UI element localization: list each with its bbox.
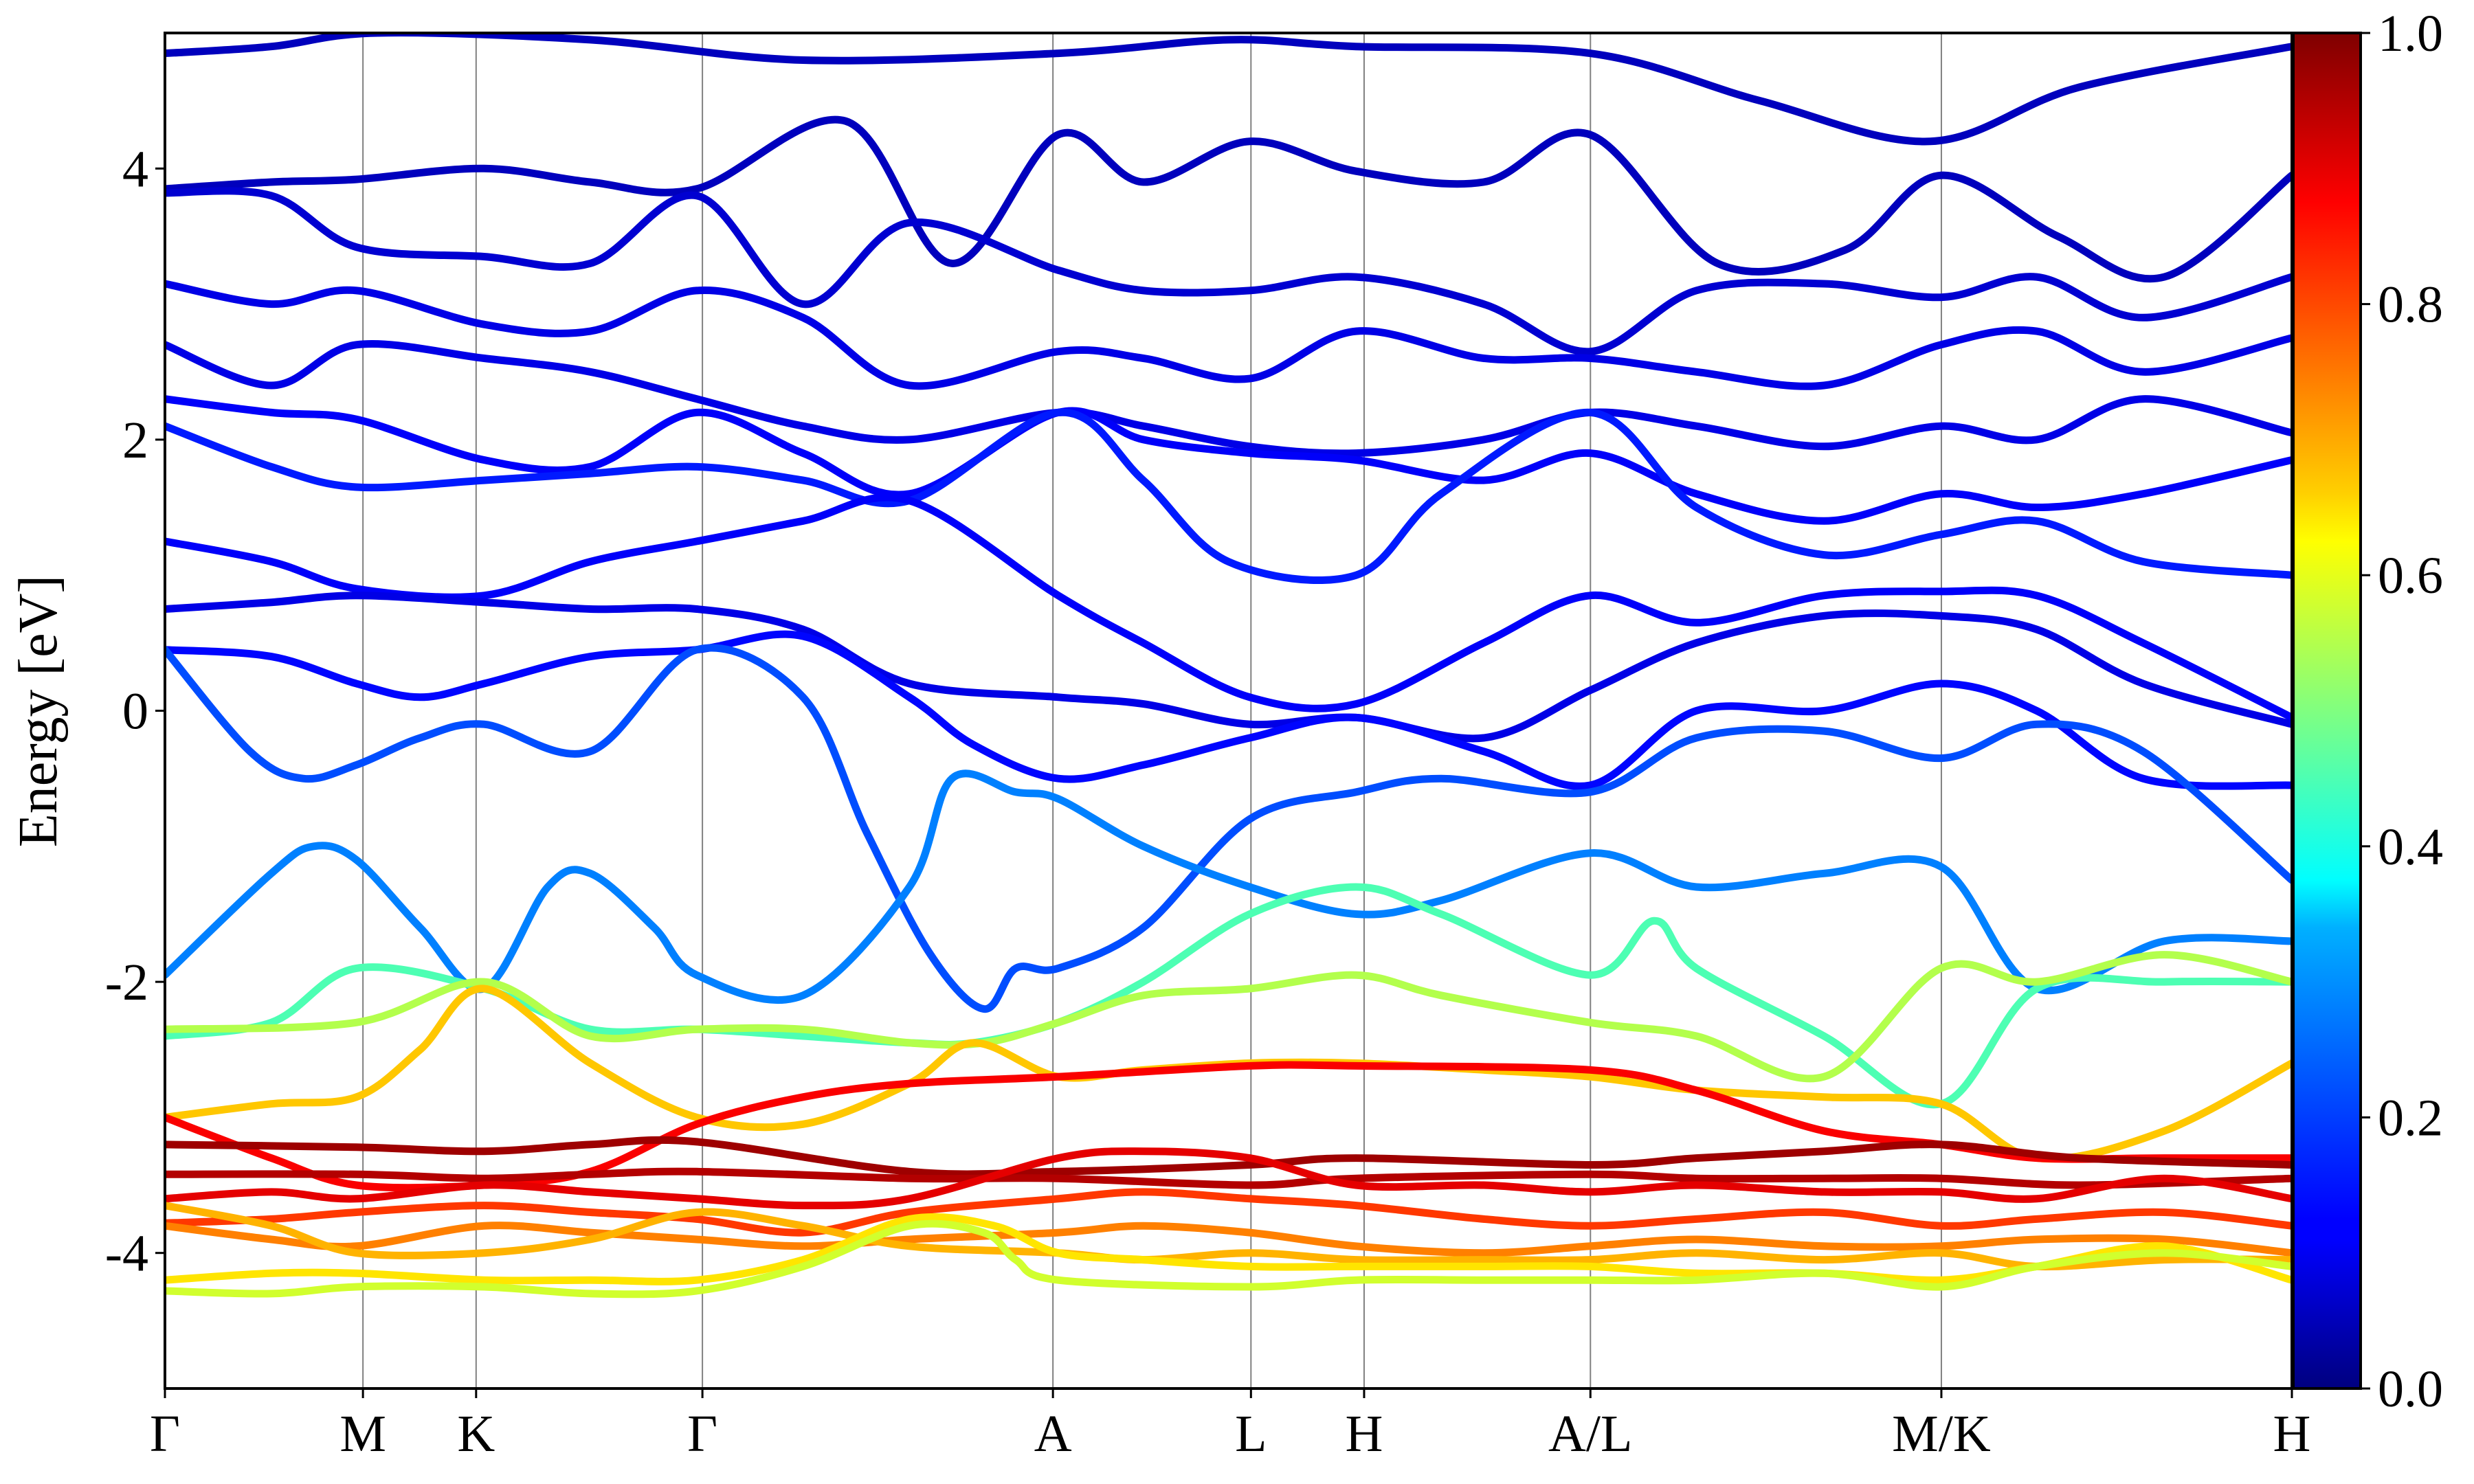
x-axis: Γ M K Γ A L H A/L M/K H	[150, 1389, 2310, 1463]
colorbar-ticks: 0.0 0.2 0.4 0.6 0.8 1.0	[2361, 5, 2443, 1418]
y-tick-label: 0	[122, 683, 148, 741]
x-tick-label: K	[457, 1405, 495, 1463]
band-line	[165, 1213, 2292, 1285]
band-line	[165, 33, 2292, 146]
band-line	[165, 1219, 2292, 1298]
colorbar-tick-label: 0.0	[2378, 1360, 2443, 1418]
band-line	[165, 630, 2292, 790]
band-line	[165, 592, 2292, 743]
colorbar-tick-label: 0.8	[2378, 276, 2443, 334]
y-axis-label: Energy [eV]	[8, 575, 69, 847]
band-line	[165, 1188, 2292, 1237]
x-tick-label: M	[339, 1405, 386, 1463]
band-line	[165, 280, 2292, 390]
y-tick-label: -2	[105, 954, 148, 1011]
x-tick-label: Γ	[150, 1405, 180, 1463]
band-line	[165, 644, 2292, 1013]
x-tick-label: A	[1034, 1405, 1072, 1463]
band-line	[165, 1167, 2292, 1189]
x-tick-label: M/K	[1892, 1405, 1991, 1463]
band-line	[165, 493, 2292, 721]
band-line	[165, 1222, 2292, 1257]
colorbar	[2292, 32, 2362, 1390]
y-tick-label: 2	[122, 412, 148, 469]
band-line	[165, 187, 2292, 356]
colorbar-tick-label: 0.2	[2378, 1089, 2443, 1147]
x-tick-label: Γ	[687, 1405, 717, 1463]
band-line	[165, 395, 2292, 525]
band-line	[165, 769, 2292, 1004]
band-line	[165, 115, 2292, 283]
band-line	[165, 408, 2292, 584]
x-tick-label: A/L	[1548, 1405, 1632, 1463]
band-line	[165, 339, 2292, 458]
x-tick-label: H	[2273, 1405, 2311, 1463]
y-axis: -4 -2 0 2 4	[105, 140, 165, 1283]
x-tick-label: L	[1235, 1405, 1267, 1463]
colorbar-tick-label: 0.4	[2378, 818, 2443, 876]
band-line	[165, 883, 2292, 1109]
band-line	[165, 951, 2292, 1083]
colorbar-tick-label: 1.0	[2378, 5, 2443, 63]
band-line	[165, 1147, 2292, 1210]
y-tick-label: -4	[105, 1225, 148, 1283]
colorbar-tick-label: 0.6	[2378, 547, 2443, 605]
band-line	[165, 1136, 2292, 1178]
x-tick-label: H	[1346, 1405, 1383, 1463]
bands	[165, 33, 2292, 1298]
band-line	[165, 1202, 2292, 1271]
y-tick-label: 4	[122, 140, 148, 198]
